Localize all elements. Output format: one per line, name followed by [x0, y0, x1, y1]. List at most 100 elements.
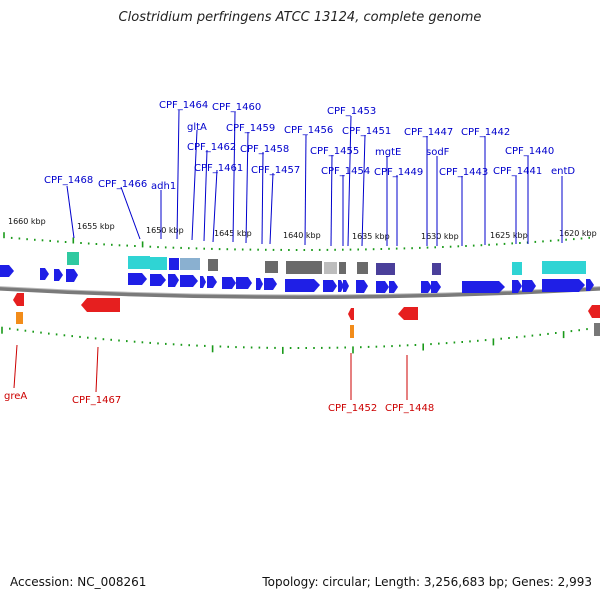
minor-tick — [442, 246, 444, 248]
cog-tile — [324, 262, 337, 274]
minor-tick — [344, 346, 346, 349]
major-tick — [3, 232, 5, 239]
scale-label: 1635 kbp — [352, 232, 390, 241]
minor-tick — [180, 246, 182, 249]
minor-tick — [249, 248, 252, 251]
minor-tick — [516, 336, 518, 339]
minor-tick — [95, 243, 98, 245]
minor-tick — [406, 344, 409, 347]
gene-label-cpf-1458: CPF_1458 — [240, 144, 289, 155]
minor-tick — [80, 242, 82, 244]
minor-tick — [226, 248, 229, 251]
minor-tick — [511, 242, 513, 245]
cog-tile — [376, 263, 395, 275]
minor-tick — [64, 241, 67, 243]
minor-tick — [372, 248, 375, 251]
minor-tick — [188, 344, 190, 347]
minor-tick — [243, 346, 245, 349]
minor-tick — [565, 238, 567, 241]
scale-label: 1625 kbp — [490, 231, 528, 240]
minor-tick — [126, 244, 128, 247]
minor-tick — [313, 347, 315, 349]
gene-label-adh1: adh1 — [151, 181, 176, 192]
minor-tick — [380, 248, 383, 250]
minor-tick — [94, 337, 97, 340]
minor-tick — [391, 345, 393, 348]
inner-tick-ring — [1, 326, 596, 354]
forward-gene — [54, 269, 63, 281]
cog-tile — [128, 256, 150, 269]
gene-label-cpf-1459: CPF_1459 — [226, 123, 275, 134]
forward-gene — [207, 276, 217, 288]
cog-tile — [512, 262, 522, 275]
minor-tick — [32, 330, 34, 333]
cog-tile — [208, 259, 218, 271]
minor-tick — [34, 238, 36, 241]
gene-label-cpf-1440: CPF_1440 — [505, 146, 554, 157]
minor-tick — [531, 334, 534, 337]
forward-gene — [421, 281, 432, 293]
minor-tick — [165, 342, 167, 345]
scale-label: 1660 kbp — [8, 217, 46, 226]
gene-label-entd: entD — [551, 166, 575, 177]
cog-tile — [350, 325, 354, 338]
minor-tick — [465, 245, 467, 247]
minor-tick — [257, 248, 259, 251]
gene-label-cpf-1443: CPF_1443 — [439, 167, 488, 178]
cog-tile — [542, 261, 586, 274]
cog-tile — [594, 323, 600, 336]
minor-tick — [399, 344, 401, 347]
reverse-gene — [398, 307, 418, 320]
minor-tick — [180, 343, 183, 346]
forward-gene — [376, 281, 389, 293]
gene-label-glta: gltA — [187, 122, 207, 133]
cog-tile — [432, 263, 441, 275]
minor-tick — [360, 346, 362, 349]
minor-tick — [328, 346, 331, 349]
minor-tick — [449, 245, 452, 248]
minor-tick — [453, 341, 456, 344]
gene-label-cpf-1442: CPF_1442 — [461, 127, 510, 138]
cog-tile — [150, 257, 167, 270]
minor-tick — [79, 335, 81, 338]
forward-gene — [168, 274, 179, 287]
minor-tick — [18, 237, 21, 240]
minor-tick — [580, 237, 583, 240]
minor-tick — [395, 247, 398, 250]
major-tick — [1, 326, 3, 334]
cog-tile — [265, 261, 278, 273]
minor-tick — [172, 246, 175, 249]
minor-tick — [188, 247, 190, 250]
minor-tick — [539, 333, 541, 336]
minor-tick — [519, 242, 521, 244]
gene-label-cpf-1453: CPF_1453 — [327, 106, 376, 117]
reverse-gene — [81, 298, 120, 312]
reverse-gene — [348, 308, 354, 320]
forward-gene — [542, 279, 585, 292]
gene-label-cpf-1451: CPF_1451 — [342, 126, 391, 137]
minor-tick — [211, 247, 213, 250]
forward-gene — [462, 281, 505, 293]
minor-tick — [87, 336, 89, 339]
gene-label-cpf-1467: CPF_1467 — [72, 395, 121, 406]
minor-tick — [288, 249, 290, 251]
minor-tick — [318, 248, 321, 251]
forward-gene — [150, 274, 166, 286]
minor-tick — [305, 347, 307, 349]
gene-label-cpf-1462: CPF_1462 — [187, 142, 236, 153]
minor-tick — [24, 329, 27, 332]
minor-tick — [365, 248, 367, 251]
topology-text: Topology: circular; Length: 3,256,683 bp… — [262, 575, 592, 589]
minor-tick — [311, 249, 313, 251]
minor-tick — [523, 335, 526, 338]
forward-gene — [356, 280, 368, 293]
forward-gene-labels: CPF_1468 CPF_1466 adh1 CPF_1464 gltA CPF… — [44, 100, 575, 192]
minor-tick — [547, 332, 549, 335]
minor-tick — [71, 335, 73, 338]
gene-label-cpf-1455: CPF_1455 — [310, 146, 359, 157]
cog-tile — [286, 261, 322, 274]
minor-tick — [172, 343, 175, 346]
forward-gene — [264, 278, 277, 290]
gene-label-cpf-1461: CPF_1461 — [194, 163, 243, 174]
minor-tick — [87, 242, 90, 245]
